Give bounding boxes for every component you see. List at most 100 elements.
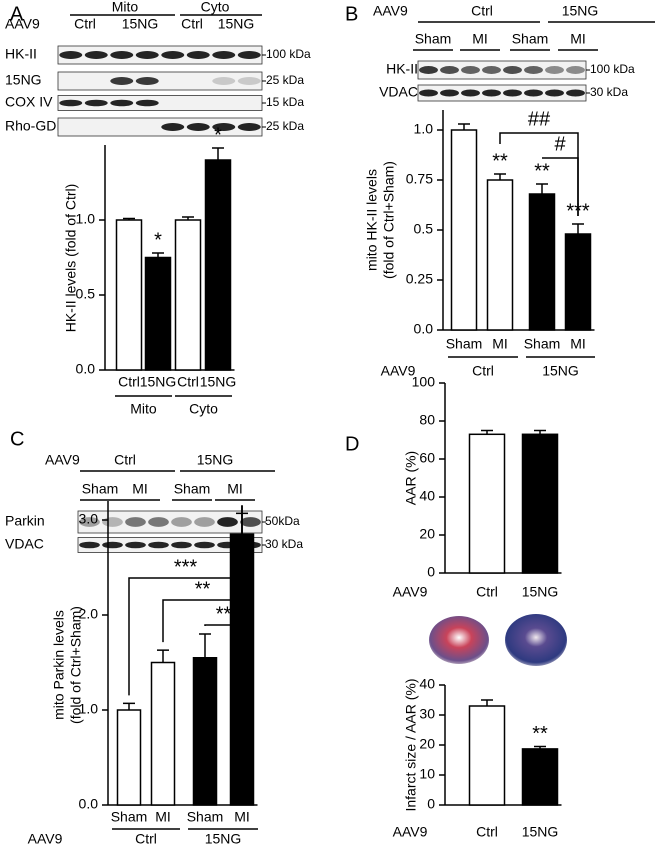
blot-band [524, 66, 543, 74]
comparison-bracket [542, 157, 579, 216]
x-tick-label: Sham [446, 336, 483, 352]
blot-band [171, 517, 192, 527]
bar [116, 709, 142, 806]
x-tick-label: Ctrl [118, 374, 140, 390]
kda-label: 30 kDa [265, 537, 303, 551]
blot-band [545, 89, 564, 97]
blot-band [440, 66, 459, 74]
panel-label: B [345, 3, 358, 25]
bar [144, 256, 172, 371]
blot-band [135, 51, 159, 59]
blot-band [102, 517, 123, 527]
kda-label: 100 kDa [266, 47, 311, 61]
x-axis-title: AAV9 [393, 584, 428, 600]
blot-band [566, 89, 585, 97]
blot-group: 15NG [197, 452, 234, 468]
blot-band [135, 77, 159, 85]
blot-band [186, 123, 210, 131]
y-tick-label: 0.5 [76, 286, 96, 302]
blot-header: AAV9 [45, 452, 80, 468]
x-axis-title: AAV9 [393, 824, 428, 840]
group-label: 15NG [205, 831, 242, 846]
y-axis-label: mito HK-II levels [364, 169, 380, 271]
y-axis-label: (fold of Ctrl+Sham) [381, 161, 397, 279]
blot-band [59, 51, 83, 59]
blot-lane: MI [472, 31, 488, 47]
blot-band [79, 517, 100, 527]
panel-label: C [10, 428, 24, 450]
blot-row-label: VDAC [5, 536, 44, 552]
comparison-label: ** [216, 603, 232, 625]
blot-band [186, 51, 210, 59]
blot-band [161, 51, 185, 59]
blot-band [125, 517, 146, 527]
x-tick-label: 15NG [200, 374, 237, 390]
blot-band [217, 517, 238, 527]
bar [486, 179, 514, 331]
bar [204, 159, 232, 371]
comparison-bracket [204, 505, 243, 626]
y-tick-label: 0.0 [76, 361, 96, 377]
blot-header: AAV9 [5, 16, 40, 32]
blot-group: Cyto [201, 0, 230, 15]
blot-band [545, 66, 564, 74]
group-label: Ctrl [135, 831, 157, 846]
blot-band [171, 541, 192, 549]
blot-band [240, 517, 261, 527]
blot-band [482, 66, 501, 74]
panel-label: A [10, 3, 24, 25]
x-tick-label: MI [492, 336, 508, 352]
y-axis-label: HK-II levels (fold of Ctrl) [63, 184, 79, 333]
y-tick-label: 10 [419, 766, 435, 782]
y-tick-label: 2.0 [79, 606, 99, 622]
y-tick-label: 0.75 [406, 171, 433, 187]
bar [521, 748, 559, 806]
y-axis-label: (fold of Ctrl+Sham) [68, 606, 84, 724]
blot-band [419, 89, 438, 97]
blot-band [237, 123, 261, 131]
significance-label: * [214, 124, 222, 146]
y-tick-label: 3.0 [79, 511, 99, 527]
blot-band [237, 51, 261, 59]
x-tick-label: Sham [187, 809, 224, 825]
blot-lane: Ctrl [181, 16, 203, 32]
y-tick-label: 80 [419, 412, 435, 428]
blot-band [212, 51, 236, 59]
blot-band [84, 51, 108, 59]
y-tick-label: 1.0 [414, 121, 434, 137]
y-tick-label: 30 [419, 706, 435, 722]
y-tick-label: 1.0 [79, 701, 99, 717]
heart-image [505, 614, 567, 666]
y-tick-label: 40 [419, 676, 435, 692]
y-tick-label: 20 [419, 526, 435, 542]
kda-label: 25 kDa [266, 119, 304, 133]
blot-band [194, 541, 215, 549]
kda-label: 15 kDa [266, 95, 304, 109]
y-axis-label: AAR (%) [403, 451, 419, 505]
x-tick-label: 15NG [522, 824, 559, 840]
x-tick-label: Sham [111, 809, 148, 825]
kda-label: 50kDa [265, 514, 300, 528]
y-tick-label: 1.0 [76, 211, 96, 227]
blot-band [461, 89, 480, 97]
x-tick-label: Ctrl [476, 824, 498, 840]
blot-band [84, 99, 108, 107]
y-axis-label: mito Parkin levels [51, 610, 67, 720]
bar [192, 657, 218, 806]
blot-band [148, 541, 169, 549]
blot-band [212, 77, 236, 85]
bar [150, 661, 176, 806]
blot-band [212, 123, 236, 131]
x-tick-label: Ctrl [476, 584, 498, 600]
bar [468, 433, 506, 574]
kda-label: 30 kDa [590, 85, 628, 99]
y-tick-label: 0 [427, 564, 435, 580]
blot-group: Ctrl [114, 452, 136, 468]
panel-label: D [345, 433, 359, 455]
blot-lane: Sham [82, 481, 119, 497]
x-axis-title: AAV9 [28, 831, 63, 846]
significance-label: ** [534, 160, 550, 182]
y-tick-label: 20 [419, 736, 435, 752]
blot-band [110, 99, 134, 107]
y-axis-label: Infarct size / AAR (%) [403, 678, 419, 811]
